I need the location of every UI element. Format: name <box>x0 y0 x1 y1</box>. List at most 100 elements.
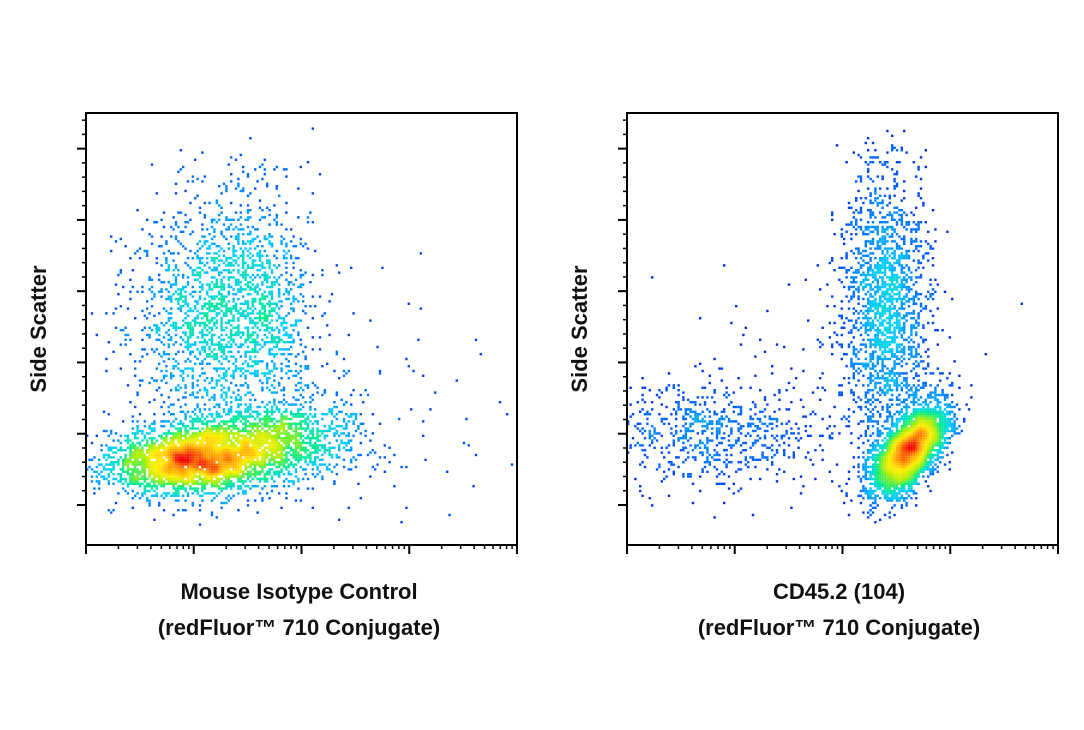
density-cell <box>182 444 185 447</box>
density-cell <box>299 413 302 416</box>
density-cell <box>196 254 199 257</box>
density-cell <box>107 482 110 485</box>
density-cell <box>174 446 178 449</box>
density-cell <box>138 247 142 250</box>
density-cell <box>208 309 211 313</box>
density-cell <box>153 494 156 497</box>
density-cell <box>845 252 848 255</box>
density-cell <box>280 444 283 447</box>
density-cell <box>215 470 218 473</box>
density-cell <box>165 463 168 466</box>
density-cell <box>852 252 855 255</box>
density-cell <box>268 458 271 461</box>
density-cell <box>222 449 226 452</box>
density-cell <box>246 285 250 289</box>
density-cell <box>225 456 228 459</box>
density-cell <box>905 221 908 224</box>
density-cell <box>239 223 242 226</box>
density-cell <box>249 458 252 461</box>
density-cell <box>895 276 899 279</box>
density-cell <box>256 285 259 289</box>
density-cell <box>225 257 228 260</box>
density-cell <box>388 461 391 464</box>
density-cell <box>220 425 223 428</box>
density-cell <box>900 257 903 260</box>
density-cell <box>338 449 341 452</box>
density-cell <box>155 485 158 488</box>
density-cell <box>881 199 884 202</box>
density-cell <box>222 235 226 238</box>
density-cell <box>900 254 903 257</box>
density-cell <box>220 463 223 466</box>
density-cell <box>153 485 156 488</box>
density-cell <box>246 211 250 214</box>
density-cell <box>203 403 206 406</box>
density-cell <box>311 336 314 339</box>
density-cell <box>143 465 146 469</box>
density-cell <box>893 206 896 209</box>
density-cell <box>203 312 206 315</box>
density-cell <box>150 235 154 238</box>
density-cell <box>184 415 187 418</box>
density-cell <box>323 413 326 416</box>
density-cell <box>218 249 221 253</box>
density-cell <box>155 324 158 327</box>
density-cell <box>302 389 305 392</box>
density-cell <box>206 480 209 483</box>
density-cell <box>177 509 180 512</box>
density-cell <box>299 425 302 428</box>
density-cell <box>206 317 209 320</box>
density-cell <box>297 477 300 481</box>
density-cell <box>203 485 206 488</box>
density-cell <box>903 254 906 257</box>
density-cell <box>891 225 894 229</box>
density-cell <box>198 444 202 447</box>
density-cell <box>263 297 266 301</box>
density-cell <box>354 458 358 461</box>
density-cell <box>174 192 178 195</box>
density-cell <box>835 333 839 337</box>
density-cell <box>871 225 875 229</box>
density-cell <box>876 242 879 245</box>
density-cell <box>261 302 264 305</box>
density-cell <box>282 417 286 421</box>
density-cell <box>230 355 233 358</box>
density-cell <box>881 295 884 298</box>
density-cell <box>203 458 206 461</box>
density-cell <box>244 242 247 245</box>
density-cell <box>280 425 283 428</box>
density-cell <box>201 482 204 485</box>
density-cell <box>232 276 235 279</box>
density-cell <box>256 245 259 248</box>
density-cell <box>126 473 130 476</box>
density-cell <box>864 197 867 200</box>
density-cell <box>213 446 216 449</box>
density-cell <box>309 461 312 464</box>
density-cell <box>194 451 197 454</box>
density-cell <box>98 463 101 466</box>
density-cell <box>201 288 204 291</box>
density-cell <box>855 180 858 183</box>
density-cell <box>867 324 870 327</box>
density-cell <box>888 324 891 327</box>
density-cell <box>100 449 103 452</box>
density-cell <box>855 209 858 212</box>
density-cell <box>883 161 887 164</box>
density-cell <box>177 477 180 481</box>
density-cell <box>282 465 286 469</box>
density-cell <box>263 451 266 454</box>
density-cell <box>90 480 94 483</box>
density-cell <box>203 302 206 305</box>
density-cell <box>357 427 360 430</box>
density-cell <box>847 285 851 289</box>
density-cell <box>290 480 293 483</box>
density-cell <box>220 453 223 457</box>
density-cell <box>155 451 158 454</box>
density-cell <box>869 285 872 289</box>
density-cell <box>165 439 168 442</box>
density-cell <box>326 468 329 471</box>
density-cell <box>881 201 884 205</box>
density-cell <box>237 439 240 442</box>
density-cell <box>182 372 185 375</box>
density-cell <box>179 343 182 346</box>
